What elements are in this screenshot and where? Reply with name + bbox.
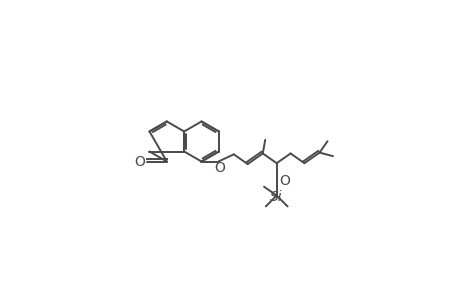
Text: O: O — [134, 154, 145, 169]
Text: Si: Si — [270, 190, 282, 204]
Text: O: O — [213, 161, 224, 175]
Text: O: O — [278, 174, 289, 188]
